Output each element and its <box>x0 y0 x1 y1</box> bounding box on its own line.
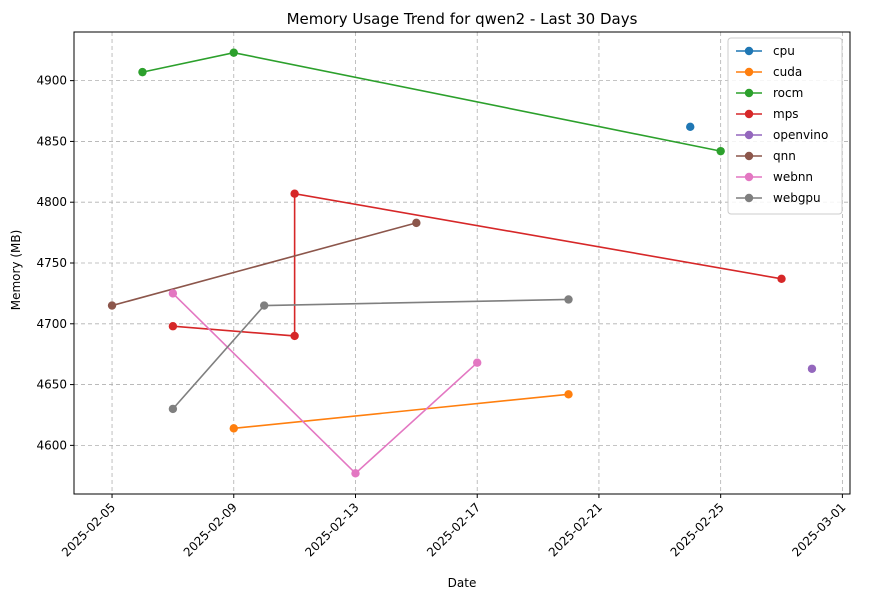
data-point-webgpu <box>564 295 573 304</box>
y-tick-label: 4800 <box>36 195 67 209</box>
legend-item-cuda: cuda <box>736 65 802 79</box>
legend-box <box>727 37 843 215</box>
legend-marker <box>744 46 754 56</box>
legend-item-webnn: webnn <box>736 170 813 184</box>
data-point-qnn <box>412 218 421 228</box>
grid <box>74 32 850 494</box>
data-point-mps <box>168 322 178 331</box>
legend-label: cuda <box>773 65 802 79</box>
series-openvino <box>807 364 817 373</box>
legend-marker <box>744 172 754 182</box>
data-point-mps <box>777 274 786 284</box>
legend-marker <box>744 130 754 140</box>
data-point-rocm <box>138 67 147 77</box>
legend-label: webgpu <box>773 191 821 205</box>
x-axis-label: Date <box>448 576 477 590</box>
legend-item-rocm: rocm <box>736 86 803 100</box>
y-tick-label: 4700 <box>36 317 67 331</box>
series-webgpu <box>168 295 573 414</box>
y-tick-label: 4900 <box>36 74 67 88</box>
legend-marker <box>744 193 754 203</box>
data-point-qnn <box>107 301 117 310</box>
series-layer <box>107 48 817 478</box>
legend-item-webgpu: webgpu <box>736 191 821 205</box>
legend-label: rocm <box>773 86 803 100</box>
series-qnn <box>107 218 421 310</box>
legend-label: openvino <box>773 128 828 142</box>
data-point-webgpu <box>168 404 178 414</box>
legend-label: webnn <box>773 170 813 184</box>
legend: cpu cuda rocm mps openvino qnn webnn webgpu <box>727 37 843 215</box>
series-webnn <box>168 289 482 478</box>
legend-item-openvino: openvino <box>736 128 828 142</box>
legend-marker <box>744 88 754 98</box>
y-tick-label: 4600 <box>36 438 67 452</box>
series-line-qnn <box>111 222 417 307</box>
series-cpu <box>686 122 695 132</box>
data-point-mps <box>290 189 299 198</box>
legend-label: qnn <box>773 149 796 163</box>
data-point-webnn <box>351 469 360 478</box>
y-tick-label: 4650 <box>36 378 67 392</box>
series-line-mps <box>172 192 782 337</box>
series-cuda <box>229 390 573 433</box>
legend-label: cpu <box>773 44 795 58</box>
data-point-cuda <box>564 390 573 399</box>
series-line-cuda <box>233 393 569 430</box>
data-point-webnn <box>473 358 482 367</box>
legend-marker <box>744 151 754 161</box>
legend-item-qnn: qnn <box>736 149 796 163</box>
data-point-cuda <box>229 424 238 433</box>
y-tick-label: 4850 <box>36 134 67 148</box>
chart-title: Memory Usage Trend for qwen2 - Last 30 D… <box>287 10 638 28</box>
legend-item-cpu: cpu <box>736 44 795 58</box>
data-point-webnn <box>168 289 178 298</box>
data-point-cpu <box>686 122 695 132</box>
series-rocm <box>138 48 725 156</box>
y-tick-label: 4750 <box>36 256 67 270</box>
legend-label: mps <box>773 107 799 121</box>
legend-marker <box>744 109 754 119</box>
data-point-mps <box>290 331 299 341</box>
data-point-rocm <box>229 48 238 57</box>
y-axis-label: Memory (MB) <box>9 230 23 311</box>
legend-marker <box>744 67 754 77</box>
data-point-openvino <box>807 364 817 373</box>
data-point-rocm <box>716 146 725 156</box>
data-point-webgpu <box>259 301 269 310</box>
legend-item-mps: mps <box>736 107 799 121</box>
series-mps <box>168 189 786 341</box>
